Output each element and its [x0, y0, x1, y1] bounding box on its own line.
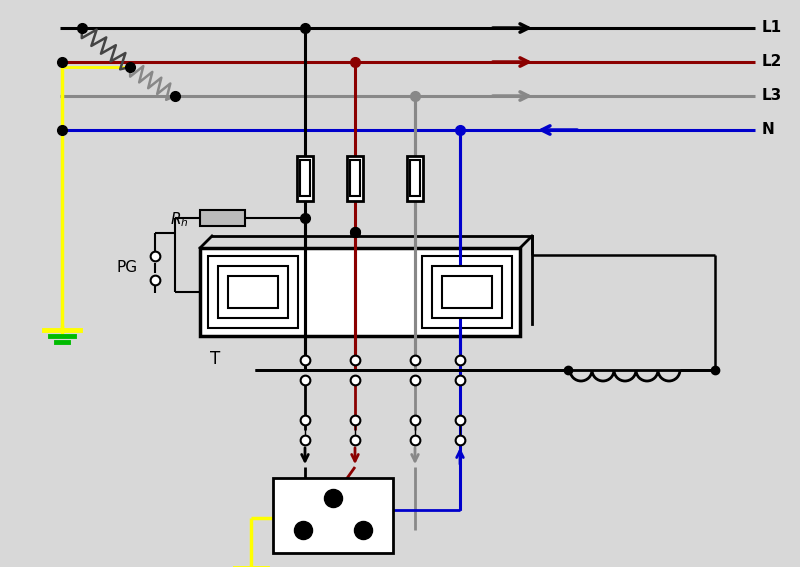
Text: N: N: [762, 122, 774, 138]
Bar: [422, 256, 512, 328]
Bar: [347, 155, 363, 201]
Bar: [208, 256, 298, 328]
Bar: [218, 266, 288, 318]
Bar: [228, 276, 278, 308]
Bar: [300, 160, 310, 196]
Bar: [199, 210, 245, 226]
Bar: [407, 155, 423, 201]
Bar: [350, 160, 360, 196]
Bar: [200, 248, 520, 336]
Bar: [432, 266, 502, 318]
Bar: [297, 155, 313, 201]
Text: PG: PG: [117, 260, 138, 276]
Text: L2: L2: [762, 54, 782, 70]
Bar: [273, 478, 393, 553]
Text: L1: L1: [762, 20, 782, 36]
Text: T: T: [210, 350, 220, 368]
Text: L3: L3: [762, 88, 782, 104]
Bar: [410, 160, 420, 196]
Text: $R_h$: $R_h$: [170, 211, 188, 229]
Bar: [442, 276, 492, 308]
